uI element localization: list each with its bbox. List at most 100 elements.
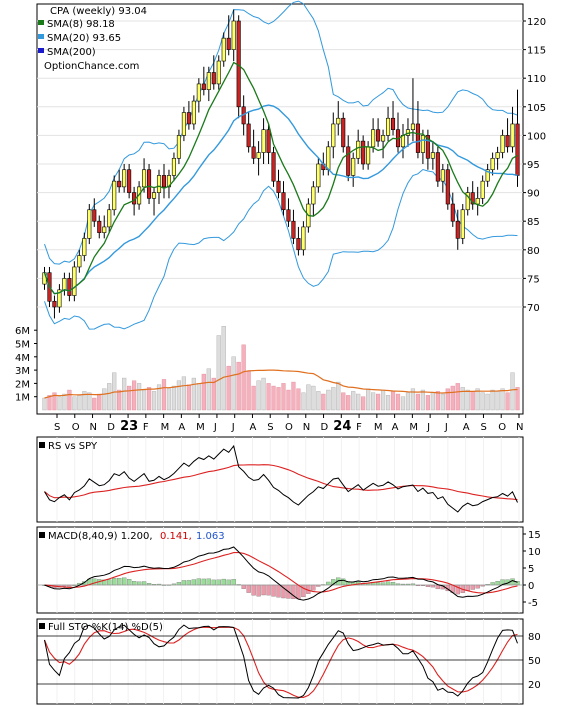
macd-tick-label: 15 (528, 530, 541, 541)
macd-histogram-bar (211, 579, 216, 586)
candle-body (440, 169, 445, 182)
volume-bar (380, 389, 386, 411)
candle-body (266, 129, 271, 153)
candle-body (52, 300, 57, 308)
macd-histogram-bar (256, 584, 261, 597)
volume-bar (216, 335, 221, 411)
month-tick-label: N (516, 422, 523, 433)
candle-body (311, 186, 316, 205)
price-tick-label: 95 (527, 160, 540, 171)
macd-histogram-bar (276, 584, 281, 598)
month-tick-label: M (374, 422, 383, 433)
volume-bar (351, 391, 356, 411)
candle-body (341, 117, 346, 148)
candle-body (151, 192, 157, 199)
month-axis: S O N D 23 F M A M J J A S O N D 24 F M A M J J A S O N (54, 414, 523, 434)
volume-bar (166, 388, 172, 411)
sma20-line (43, 104, 518, 295)
volume-average-line (44, 369, 518, 399)
rs-label-swatch (39, 442, 45, 448)
volume-bar (361, 396, 366, 411)
volume-bar (271, 385, 276, 411)
volume-bar (400, 396, 406, 411)
volume-bar (405, 392, 411, 411)
volume-bar (57, 396, 62, 411)
candle-body (366, 146, 371, 165)
macd-histogram-bar (246, 584, 251, 593)
month-tick-label: F (356, 422, 362, 433)
volume-bar (231, 356, 236, 411)
macd-histogram-bar (136, 581, 142, 586)
volume-bar (266, 383, 271, 411)
candle-body (201, 83, 206, 90)
month-tick-label: J (213, 422, 217, 433)
volume-bar (475, 388, 480, 411)
volume-tick-label: 5M (15, 340, 30, 351)
macd-histogram-bar (122, 577, 127, 586)
volume-bar (52, 392, 57, 411)
candle-body (470, 192, 475, 205)
macd-histogram-bar (435, 584, 440, 590)
macd-tick-label: 10 (528, 547, 541, 558)
volume-bars (42, 326, 520, 411)
volume-bar (256, 380, 261, 411)
volume-tick-label: 2M (15, 379, 30, 390)
candle-body (386, 117, 391, 136)
candle-body (390, 117, 396, 130)
month-tick-label: S (480, 422, 486, 433)
volume-bar (226, 365, 231, 411)
macd-panel-frame (36, 526, 524, 614)
month-tick-label: N (90, 422, 97, 433)
macd-histogram-bar (326, 581, 331, 586)
month-tick-label: D (321, 422, 329, 433)
macd-histogram-bar (186, 580, 192, 586)
price-tick-label: 100 (527, 131, 546, 142)
macd-histogram-bar (117, 578, 122, 586)
legend-swatch-sma20 (38, 34, 44, 39)
candle-body (216, 60, 221, 85)
volume-bar (505, 392, 510, 411)
candle-body (87, 209, 92, 239)
candle-body (82, 238, 87, 256)
macd-histogram-bar (216, 579, 221, 586)
volume-bar (296, 388, 301, 411)
volume-bar (281, 383, 286, 411)
macd-histogram-bar (495, 581, 500, 586)
macd-tick-label: 0 (528, 581, 534, 592)
candle-body (67, 278, 72, 296)
legend-sma20: SMA(20) 93.65 (47, 33, 121, 44)
month-tick-label: 23 (120, 419, 138, 434)
volume-bar (490, 389, 495, 411)
candle-body (226, 37, 231, 50)
volume-bar (82, 391, 87, 411)
volume-bar (395, 393, 401, 411)
macd-histogram-bar (196, 578, 201, 586)
volume-bar (470, 391, 475, 411)
macd-lines (37, 546, 523, 601)
sto-lines (43, 624, 518, 699)
candle-body (475, 198, 480, 205)
candle-body (326, 146, 331, 171)
candle-body (460, 209, 465, 239)
volume-bar (42, 397, 47, 411)
volume-bar (410, 388, 416, 411)
volume-bar (371, 392, 376, 411)
volume-bar (341, 392, 346, 411)
legend-sma8: SMA(8) 98.18 (47, 19, 115, 30)
volume-bar (276, 387, 281, 411)
macd-histogram-bar (181, 580, 187, 586)
volume-bar (151, 391, 157, 411)
volume-bar (107, 383, 112, 411)
price-tick-label: 120 (527, 17, 546, 28)
volume-bar (346, 395, 351, 411)
volume-bar (191, 377, 196, 411)
volume-bar (251, 385, 256, 411)
volume-bar (77, 395, 82, 411)
sto-tick-label: 80 (528, 632, 541, 643)
price-tick-label: 70 (527, 303, 540, 314)
legend-sma200: SMA(200) (47, 47, 96, 58)
volume-bar (176, 380, 182, 411)
month-tick-label: A (392, 422, 399, 433)
volume-bar (97, 393, 102, 411)
